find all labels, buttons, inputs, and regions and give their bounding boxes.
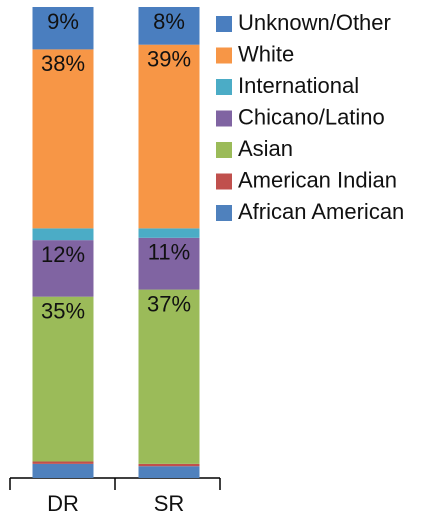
legend-label: American Indian [238, 167, 397, 192]
data-label: 38% [41, 51, 85, 76]
legend-swatch [216, 142, 232, 158]
bar-segment [138, 289, 200, 464]
bar-segment [32, 463, 94, 478]
data-label: 11% [148, 240, 190, 265]
bar-segment [138, 237, 200, 290]
bar-segment [32, 240, 94, 297]
x-tick-label: SR [154, 491, 185, 516]
bar-segment [138, 44, 200, 229]
legend-label: White [238, 41, 294, 66]
bar-segment [32, 296, 94, 462]
legend-label: Asian [238, 136, 293, 161]
bar-segment [138, 7, 200, 45]
bar-segment [138, 466, 200, 478]
x-tick-label: DR [47, 491, 79, 516]
legend-swatch [216, 110, 232, 127]
bar-segment [32, 461, 94, 464]
legend-swatch [216, 205, 232, 221]
legend-swatch [216, 79, 232, 95]
data-label: 9% [47, 9, 79, 34]
legend-swatch [216, 173, 232, 190]
legend-label: African American [238, 199, 404, 224]
bar-segment [32, 228, 94, 241]
legend-label: Chicano/Latino [238, 104, 385, 129]
legend-label: International [238, 73, 359, 98]
legend-swatch [216, 47, 232, 64]
data-label: 8% [153, 9, 185, 34]
data-label: 35% [41, 298, 85, 323]
bar-segment [138, 463, 200, 467]
legend-label: Unknown/Other [238, 10, 391, 35]
data-label: 12% [41, 242, 85, 267]
data-label: 39% [147, 46, 191, 71]
bar-segment [32, 7, 94, 50]
bar-segment [138, 228, 200, 238]
data-label: 37% [147, 291, 191, 316]
bar-segment [32, 49, 94, 229]
legend-swatch [216, 16, 232, 32]
